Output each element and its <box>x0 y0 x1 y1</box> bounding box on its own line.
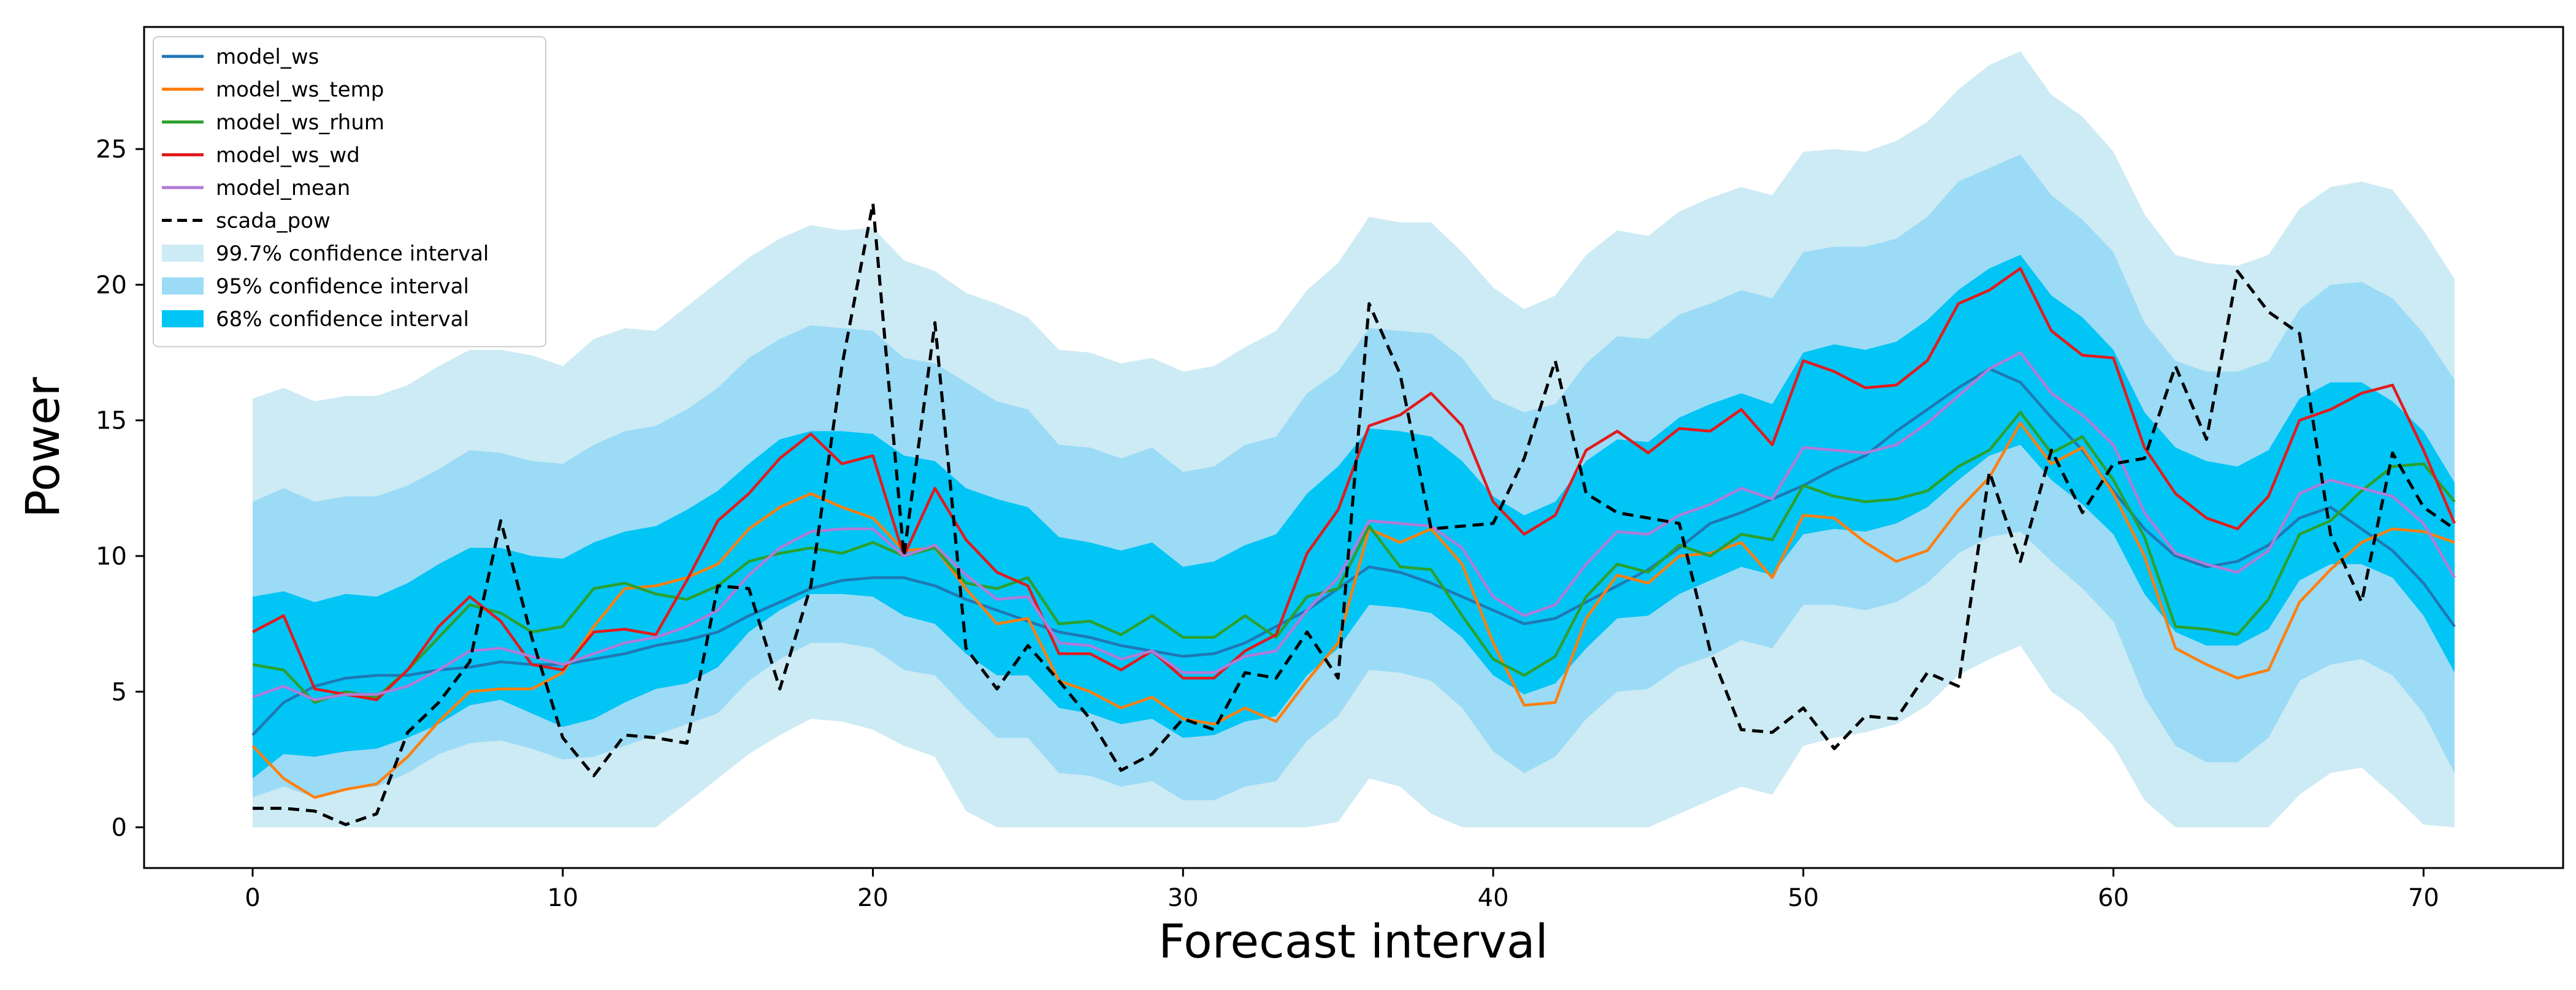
legend-item-model-ws-wd: model_ws_wd <box>162 143 360 168</box>
x-axis-title: Forecast interval <box>1158 914 1548 969</box>
band-68-confidence-interval <box>253 254 2455 779</box>
line-model-ws-temp <box>251 421 2455 799</box>
x-tick-label-50: 50 <box>1787 884 1819 912</box>
legend-label-68-confidence-interval: 68% confidence interval <box>216 307 469 332</box>
legend-swatch-68-confidence-interval <box>162 310 204 327</box>
legend-swatch-99-7-confidence-interval <box>162 245 204 262</box>
y-tick-label-5: 5 <box>112 678 127 706</box>
y-tick-label-10: 10 <box>96 543 127 571</box>
line-model-mean <box>252 351 2456 701</box>
legend-swatch-95-confidence-interval <box>162 277 204 295</box>
model-series <box>251 202 2456 826</box>
legend-label-scada-pow: scada_pow <box>216 209 331 234</box>
legend-item-68-confidence-interval: 68% confidence interval <box>162 307 469 332</box>
legend: model_ws model_ws_temp model_ws_rhum model_… <box>153 36 546 348</box>
legend-item-model-ws-rhum: model_ws_rhum <box>162 110 384 135</box>
legend-label-95-confidence-interval: 95% confidence interval <box>216 275 469 299</box>
line-model-ws-wd <box>251 267 2456 701</box>
confidence-bands <box>253 51 2455 828</box>
x-tick-label-0: 0 <box>245 884 260 912</box>
legend-label-model-ws-wd: model_ws_wd <box>216 143 360 168</box>
series-model-mean <box>252 351 2456 701</box>
line-model-ws-rhum <box>252 411 2456 704</box>
legend-label-model-ws: model_ws <box>216 45 319 69</box>
series-model-ws-wd <box>251 267 2456 701</box>
legend-box <box>153 36 546 348</box>
legend-item-99-7-confidence-interval: 99.7% confidence interval <box>162 242 489 266</box>
legend-item-model-ws-temp: model_ws_temp <box>162 78 384 102</box>
x-axis: 0 10 20 30 40 50 60 70 <box>245 868 2439 912</box>
legend-label-model-ws-rhum: model_ws_rhum <box>216 110 384 135</box>
y-axis: 0 5 10 15 20 25 <box>96 135 144 842</box>
y-tick-label-15: 15 <box>96 407 127 435</box>
x-tick-label-10: 10 <box>547 884 578 912</box>
line-scada-pow <box>253 202 2456 826</box>
legend-label-model-ws-temp: model_ws_temp <box>216 78 384 102</box>
y-tick-label-0: 0 <box>112 814 127 842</box>
legend-item-scada-pow: scada_pow <box>162 209 331 234</box>
legend-item-95-confidence-interval: 95% confidence interval <box>162 275 469 299</box>
y-tick-label-25: 25 <box>96 135 127 164</box>
legend-label-model-mean: model_mean <box>216 176 350 200</box>
x-tick-label-70: 70 <box>2408 884 2439 912</box>
legend-label-99-7-confidence-interval: 99.7% confidence interval <box>216 242 489 266</box>
series-scada-pow <box>253 202 2456 826</box>
series-model-ws-temp <box>251 421 2455 799</box>
series-model-ws-rhum <box>252 411 2456 704</box>
y-tick-label-20: 20 <box>96 271 127 299</box>
x-tick-label-20: 20 <box>857 884 889 912</box>
legend-item-model-mean: model_mean <box>162 176 350 200</box>
x-tick-label-40: 40 <box>1478 884 1509 912</box>
plot-frame <box>143 26 2564 869</box>
x-tick-label-30: 30 <box>1168 884 1199 912</box>
y-axis-title: Power <box>15 376 70 518</box>
legend-item-model-ws: model_ws <box>162 45 319 69</box>
x-tick-label-60: 60 <box>2098 884 2129 912</box>
